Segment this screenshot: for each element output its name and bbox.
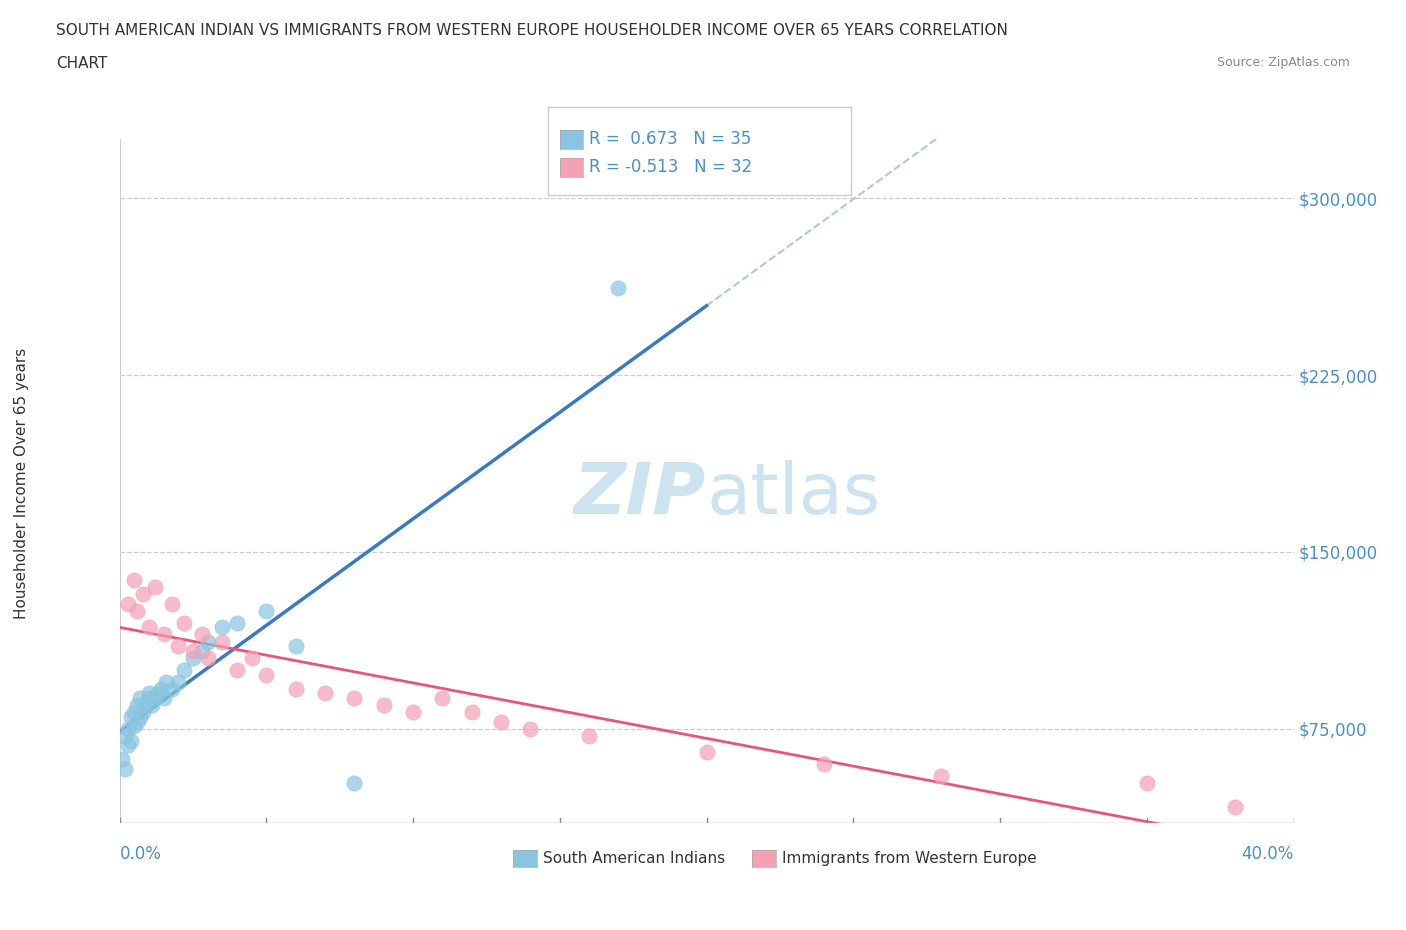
Point [254, 667, 277, 682]
Text: ZIP: ZIP [574, 460, 707, 529]
Point [173, 662, 195, 677]
Point [152, 627, 174, 642]
Point [211, 634, 233, 649]
Point [127, 604, 149, 618]
Point [1136, 776, 1159, 790]
Point [373, 698, 395, 712]
Point [132, 705, 155, 720]
Point [225, 662, 249, 677]
Point [402, 705, 425, 720]
Point [146, 686, 169, 701]
Point [141, 698, 163, 712]
Point [173, 616, 195, 631]
Point [155, 674, 177, 689]
Point [114, 728, 136, 743]
Point [343, 776, 366, 790]
Point [135, 698, 157, 712]
Text: CHART: CHART [56, 56, 108, 71]
Point [120, 733, 142, 748]
Point [120, 710, 142, 724]
Point [117, 737, 139, 752]
Point [152, 691, 174, 706]
Point [314, 686, 336, 701]
Point [114, 762, 136, 777]
Point [578, 728, 600, 743]
Point [931, 768, 953, 783]
Point [122, 705, 145, 720]
Text: atlas: atlas [707, 460, 882, 529]
Point [129, 710, 152, 724]
Text: South American Indians: South American Indians [543, 851, 725, 866]
Point [240, 651, 263, 666]
Point [138, 686, 160, 701]
Point [284, 682, 307, 697]
Point [132, 587, 155, 602]
Point [122, 573, 145, 588]
Point [162, 596, 184, 611]
Point [519, 722, 541, 737]
Point [1223, 799, 1246, 814]
Point [129, 691, 152, 706]
Point [117, 596, 139, 611]
Point [190, 627, 212, 642]
Point [343, 691, 366, 706]
Point [225, 616, 249, 631]
Point [489, 714, 512, 729]
Point [122, 719, 145, 734]
Point [143, 691, 166, 706]
Point [127, 714, 149, 729]
Point [432, 691, 454, 706]
Point [254, 604, 277, 618]
Text: Immigrants from Western Europe: Immigrants from Western Europe [782, 851, 1036, 866]
Point [181, 651, 204, 666]
Point [181, 644, 204, 658]
Text: R = -0.513   N = 32: R = -0.513 N = 32 [589, 158, 752, 177]
Point [460, 705, 484, 720]
Point [117, 722, 139, 737]
Text: SOUTH AMERICAN INDIAN VS IMMIGRANTS FROM WESTERN EUROPE HOUSEHOLDER INCOME OVER : SOUTH AMERICAN INDIAN VS IMMIGRANTS FROM… [56, 23, 1008, 38]
Text: Source: ZipAtlas.com: Source: ZipAtlas.com [1216, 56, 1350, 69]
Point [813, 757, 835, 772]
Point [167, 674, 190, 689]
Point [197, 634, 219, 649]
Point [138, 691, 160, 706]
Point [211, 620, 233, 635]
Text: Householder Income Over 65 years: Householder Income Over 65 years [14, 348, 28, 619]
Point [197, 651, 219, 666]
Text: R =  0.673   N = 35: R = 0.673 N = 35 [589, 130, 751, 149]
Point [167, 639, 190, 654]
Point [162, 682, 184, 697]
Point [127, 698, 149, 712]
Point [143, 580, 166, 595]
Text: 40.0%: 40.0% [1241, 844, 1294, 863]
Point [607, 281, 630, 296]
Point [111, 752, 134, 767]
Point [149, 682, 172, 697]
Point [190, 644, 212, 658]
Point [284, 639, 307, 654]
Point [696, 745, 718, 760]
Text: 0.0%: 0.0% [120, 844, 162, 863]
Point [138, 620, 160, 635]
